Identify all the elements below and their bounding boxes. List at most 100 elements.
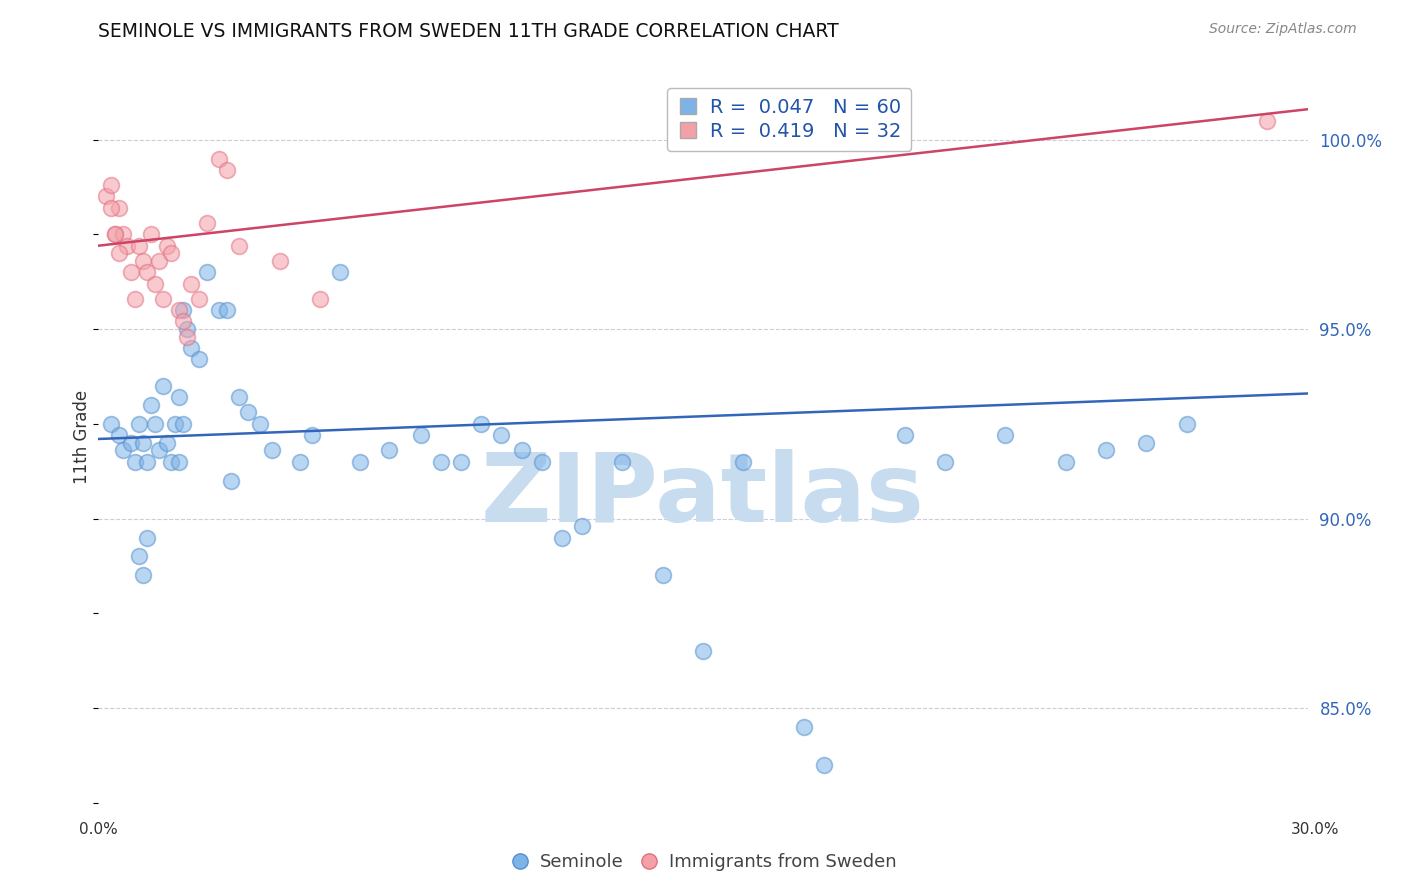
Point	[100, 201, 122, 215]
Point	[143, 417, 166, 431]
Point	[934, 455, 956, 469]
Point	[329, 265, 352, 279]
Text: SEMINOLE VS IMMIGRANTS FROM SWEDEN 11TH GRADE CORRELATION CHART: SEMINOLE VS IMMIGRANTS FROM SWEDEN 11TH …	[98, 22, 839, 41]
Point	[107, 428, 129, 442]
Point	[167, 390, 190, 404]
Point	[176, 322, 198, 336]
Point	[269, 253, 291, 268]
Point	[128, 238, 150, 252]
Point	[128, 417, 150, 431]
Point	[135, 265, 157, 279]
Point	[236, 405, 259, 419]
Point	[180, 277, 202, 291]
Point	[148, 443, 170, 458]
Point	[1256, 113, 1278, 128]
Point	[176, 329, 198, 343]
Point	[349, 455, 371, 469]
Point	[152, 379, 174, 393]
Point	[120, 435, 142, 450]
Point	[124, 292, 146, 306]
Point	[148, 253, 170, 268]
Point	[120, 265, 142, 279]
Point	[249, 417, 271, 431]
Point	[551, 531, 574, 545]
Point	[139, 227, 162, 242]
Point	[156, 238, 179, 252]
Point	[692, 644, 714, 658]
Point	[994, 428, 1017, 442]
Point	[100, 178, 122, 192]
Point	[188, 352, 211, 367]
Point	[152, 292, 174, 306]
Point	[172, 417, 194, 431]
Point	[143, 277, 166, 291]
Text: ZIPatlas: ZIPatlas	[481, 449, 925, 542]
Point	[1054, 455, 1077, 469]
Point	[733, 455, 755, 469]
Point	[111, 227, 134, 242]
Point	[180, 341, 202, 355]
Point	[571, 519, 593, 533]
Point	[450, 455, 472, 469]
Point	[217, 162, 239, 177]
Point	[221, 474, 243, 488]
Point	[228, 238, 250, 252]
Point	[309, 292, 332, 306]
Point	[103, 227, 125, 242]
Point	[1135, 435, 1157, 450]
Point	[377, 443, 399, 458]
Point	[430, 455, 453, 469]
Point	[195, 216, 218, 230]
Point	[813, 758, 835, 772]
Point	[195, 265, 218, 279]
Point	[172, 314, 194, 328]
Point	[160, 455, 183, 469]
Point	[103, 227, 125, 242]
Point	[409, 428, 432, 442]
Point	[111, 443, 134, 458]
Text: 30.0%: 30.0%	[1291, 822, 1339, 837]
Point	[217, 303, 239, 318]
Text: 0.0%: 0.0%	[79, 822, 118, 837]
Point	[470, 417, 492, 431]
Point	[1095, 443, 1118, 458]
Point	[96, 189, 118, 203]
Y-axis label: 11th Grade: 11th Grade	[73, 390, 91, 484]
Point	[208, 303, 231, 318]
Point	[172, 303, 194, 318]
Point	[1175, 417, 1198, 431]
Point	[135, 531, 157, 545]
Point	[188, 292, 211, 306]
Point	[260, 443, 283, 458]
Point	[530, 455, 553, 469]
Point	[510, 443, 533, 458]
Point	[288, 455, 311, 469]
Point	[793, 720, 815, 734]
Legend: R =  0.047   N = 60, R =  0.419   N = 32: R = 0.047 N = 60, R = 0.419 N = 32	[666, 88, 911, 151]
Point	[128, 549, 150, 564]
Point	[132, 568, 155, 582]
Point	[651, 568, 673, 582]
Point	[135, 455, 157, 469]
Point	[301, 428, 323, 442]
Point	[156, 435, 179, 450]
Point	[132, 435, 155, 450]
Point	[124, 455, 146, 469]
Point	[107, 246, 129, 260]
Point	[100, 417, 122, 431]
Point	[612, 455, 634, 469]
Point	[893, 428, 915, 442]
Point	[132, 253, 155, 268]
Legend: Seminole, Immigrants from Sweden: Seminole, Immigrants from Sweden	[502, 847, 904, 879]
Point	[160, 246, 183, 260]
Point	[139, 398, 162, 412]
Point	[167, 303, 190, 318]
Point	[115, 238, 138, 252]
Text: Source: ZipAtlas.com: Source: ZipAtlas.com	[1209, 22, 1357, 37]
Point	[163, 417, 186, 431]
Point	[208, 152, 231, 166]
Point	[491, 428, 513, 442]
Point	[228, 390, 250, 404]
Point	[167, 455, 190, 469]
Point	[107, 201, 129, 215]
